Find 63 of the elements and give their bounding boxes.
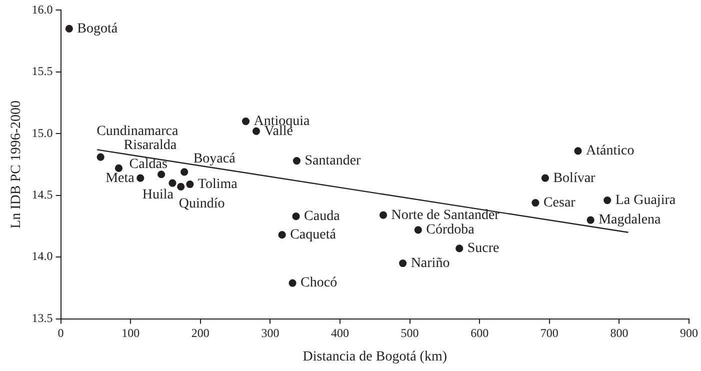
- x-tick-label: 100: [122, 326, 140, 340]
- x-tick-label: 300: [261, 326, 280, 340]
- annotation: Bolívar: [553, 170, 596, 186]
- x-tick-label: 800: [610, 326, 628, 340]
- point: [177, 182, 185, 191]
- point: [292, 156, 301, 165]
- point: [96, 153, 104, 161]
- x-tick-label: 500: [400, 326, 419, 340]
- y-tick-label: 15.5: [32, 64, 53, 78]
- annotation: Norte de Santander: [391, 208, 500, 223]
- x-tick-label: 700: [540, 326, 558, 340]
- annotation: Meta: [106, 170, 136, 186]
- annotation: Magdalena: [598, 212, 662, 228]
- point: [186, 180, 194, 188]
- point: [532, 198, 540, 207]
- y-tick-label: 16.0: [32, 2, 53, 16]
- point: [574, 147, 582, 155]
- annotation: La Guajira: [615, 192, 676, 208]
- y-tick-label: 14.5: [32, 188, 53, 202]
- x-tick-label: 900: [680, 326, 698, 340]
- point: [399, 259, 407, 268]
- annotation: Bogotá: [77, 21, 118, 36]
- annotation: Tolima: [198, 176, 238, 192]
- annotation: Caquetá: [290, 228, 337, 243]
- x-tick-label: 200: [191, 326, 210, 340]
- x-tick-label: 400: [331, 326, 349, 340]
- point: [114, 164, 123, 172]
- y-axis-title: Ln IDB PC 1996-2000: [9, 100, 24, 228]
- point: [586, 216, 594, 224]
- annotation: Quindío: [178, 196, 225, 212]
- x-axis-title: Distancia de Bogotá (km): [302, 349, 448, 364]
- annotation: Huila: [142, 188, 174, 203]
- annotation: Santander: [304, 153, 362, 168]
- annotation: Cundinamarca: [96, 124, 180, 139]
- annotation: Córdoba: [426, 222, 476, 238]
- point: [180, 168, 188, 176]
- point: [65, 24, 73, 33]
- point: [379, 211, 388, 219]
- x-tick-label: 0: [58, 326, 64, 340]
- y-tick-label: 14.0: [32, 249, 53, 264]
- annotation: Risaralda: [124, 138, 178, 153]
- y-tick-label: 15.0: [32, 126, 53, 140]
- annotation: Cesar: [543, 195, 576, 210]
- y-tick-label: 13.5: [32, 310, 53, 325]
- annotation: Caldas: [129, 157, 168, 172]
- point: [278, 231, 286, 239]
- annotation: Sucre: [467, 241, 500, 256]
- point: [242, 117, 250, 126]
- annotation: Chocó: [300, 276, 338, 291]
- point: [158, 170, 166, 178]
- annotation: Cauda: [304, 209, 341, 224]
- x-tick-label: 600: [470, 326, 489, 340]
- point: [456, 244, 464, 252]
- point: [541, 174, 550, 182]
- annotation: Boyacá: [193, 152, 236, 167]
- point: [414, 226, 422, 234]
- annotation: Atántico: [586, 144, 634, 159]
- point: [604, 196, 612, 204]
- point: [168, 179, 176, 187]
- point: [136, 174, 144, 182]
- point: [288, 279, 296, 287]
- point: [292, 212, 300, 220]
- annotation: Nariño: [410, 256, 450, 271]
